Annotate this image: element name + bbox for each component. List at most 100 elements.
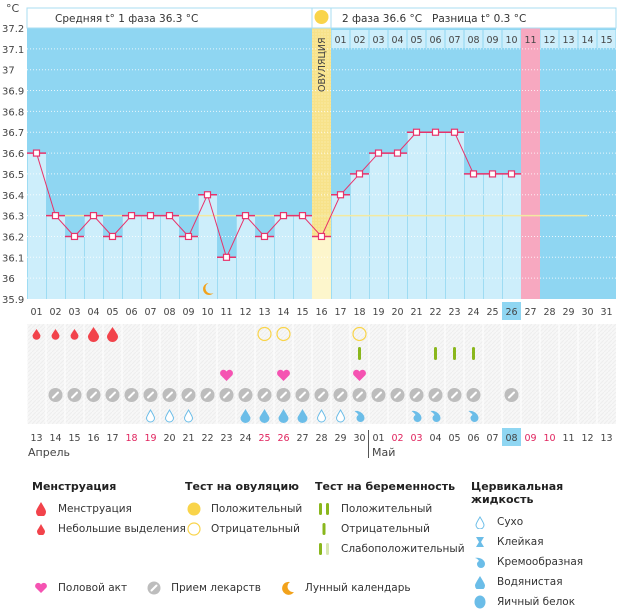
pill-stripe <box>375 391 382 399</box>
pill-stripe <box>394 391 401 399</box>
legend-title: Тест на беременность <box>315 480 456 493</box>
temperature-point <box>355 170 364 178</box>
temperature-point <box>469 170 478 178</box>
next-cycle-day-label: 15 <box>600 35 612 46</box>
today-highlight <box>502 428 521 446</box>
x-tick-label: 11 <box>220 307 232 318</box>
temperature-difference: Разница t° 0.3 °C <box>432 13 526 25</box>
ovulation-test-icon <box>352 326 367 342</box>
pregnancy-test-icon <box>358 347 361 360</box>
small-drop-icon <box>70 328 79 340</box>
y-tick-label: 36.3 <box>2 212 24 223</box>
phase2-box <box>330 7 617 29</box>
temperature-bar <box>255 236 274 299</box>
legend-ovulation-test: Тест на овуляцию Положительный Отрицател… <box>185 480 302 539</box>
pill-stripe <box>166 391 173 399</box>
heart-icon <box>220 369 233 381</box>
legend-pregnancy-test: Тест на беременность Положительный Отриц… <box>315 480 465 559</box>
next-cycle-day-cell <box>540 30 559 48</box>
creamy-icon <box>468 410 479 422</box>
temperature-point <box>336 191 345 199</box>
dry-icon <box>316 409 327 423</box>
x-tick-label: 04 <box>87 307 99 318</box>
temperature-point <box>393 149 402 157</box>
x-tick-label: 02 <box>49 307 61 318</box>
next-cycle-day-cell <box>426 30 445 48</box>
month-label-april: Апрель <box>28 446 70 459</box>
legend-item: Половой акт <box>58 582 128 594</box>
negative-ovulation-icon <box>185 522 203 536</box>
next-cycle-day-label: 13 <box>562 35 574 46</box>
next-cycle-day-label: 02 <box>353 35 365 46</box>
x-tick-label: 13 <box>258 307 270 318</box>
temperature-bar <box>502 173 521 299</box>
creamy-icon <box>430 410 441 422</box>
legend-cervical-fluid: Цервикальная жидкость Сухо Клейкая Кремо… <box>471 480 626 612</box>
next-cycle-day-cell <box>350 30 369 48</box>
next-cycle-day-cell <box>445 30 464 48</box>
temperature-bar <box>369 153 388 299</box>
y-tick-label: 36.5 <box>2 170 24 181</box>
next-cycle-day-cell <box>597 30 616 48</box>
y-tick-label: 36 <box>2 274 15 285</box>
calendar-date: 13 <box>600 433 612 444</box>
x-tick-label: 10 <box>201 307 213 318</box>
temperature-bar <box>350 173 369 299</box>
pill-stripe <box>90 391 97 399</box>
legend-item: Отрицательный <box>341 523 430 535</box>
next-cycle-day-cell <box>369 30 388 48</box>
current-day-highlight <box>502 302 521 320</box>
next-cycle-day-label: 05 <box>410 35 422 46</box>
temperature-point <box>279 212 288 220</box>
temperature-bar <box>27 153 46 299</box>
next-cycle-day-label: 01 <box>334 35 346 46</box>
x-tick-label: 22 <box>429 307 441 318</box>
calendar-date: 11 <box>562 433 574 444</box>
temperature-point <box>32 149 41 157</box>
calendar-date: 10 <box>543 433 555 444</box>
small-drop-icon <box>51 328 60 340</box>
x-tick-label: 18 <box>353 307 365 318</box>
pill-stripe <box>242 391 249 399</box>
temperature-point <box>241 212 250 220</box>
x-tick-label: 08 <box>163 307 175 318</box>
calendar-date: 18 <box>125 433 137 444</box>
x-tick-label: 09 <box>182 307 194 318</box>
legend-item: Лунный календарь <box>304 582 411 594</box>
y-tick-label: 36.7 <box>2 128 24 139</box>
next-cycle-day-cell <box>464 30 483 48</box>
calendar-date: 05 <box>448 433 460 444</box>
pill-stripe <box>109 391 116 399</box>
calendar-date: 26 <box>277 433 289 444</box>
heart-icon <box>277 369 290 381</box>
pill-stripe <box>52 391 59 399</box>
watery-icon <box>240 409 251 423</box>
y-tick-label: 36.4 <box>2 191 24 202</box>
temperature-bar <box>103 236 122 299</box>
next-cycle-day-cell <box>502 30 521 48</box>
creamy-icon <box>411 410 422 422</box>
calendar-date: 19 <box>144 433 156 444</box>
temperature-point <box>374 149 383 157</box>
next-cycle-day-cell <box>331 30 350 48</box>
egg-white-icon <box>471 595 489 609</box>
temperature-point <box>450 128 459 136</box>
next-cycle-day-cell <box>407 30 426 48</box>
next-cycle-day-label: 12 <box>543 35 555 46</box>
temperature-point <box>70 232 79 241</box>
calendar-date: 04 <box>429 433 441 444</box>
temperature-bar <box>217 257 236 299</box>
y-axis-unit: °C <box>6 2 20 15</box>
x-tick-label: 07 <box>144 307 156 318</box>
x-tick-label: 15 <box>296 307 308 318</box>
temperature-point <box>488 170 497 178</box>
pill-stripe <box>71 391 78 399</box>
next-cycle-day-cell <box>559 30 578 48</box>
temperature-point <box>108 232 117 241</box>
y-tick-label: 36.9 <box>2 87 24 98</box>
legend-item: Положительный <box>211 503 303 515</box>
x-tick-label: 20 <box>391 307 403 318</box>
temperature-bar <box>388 153 407 299</box>
temperature-point <box>507 170 516 178</box>
legend-item: Положительный <box>341 503 433 515</box>
